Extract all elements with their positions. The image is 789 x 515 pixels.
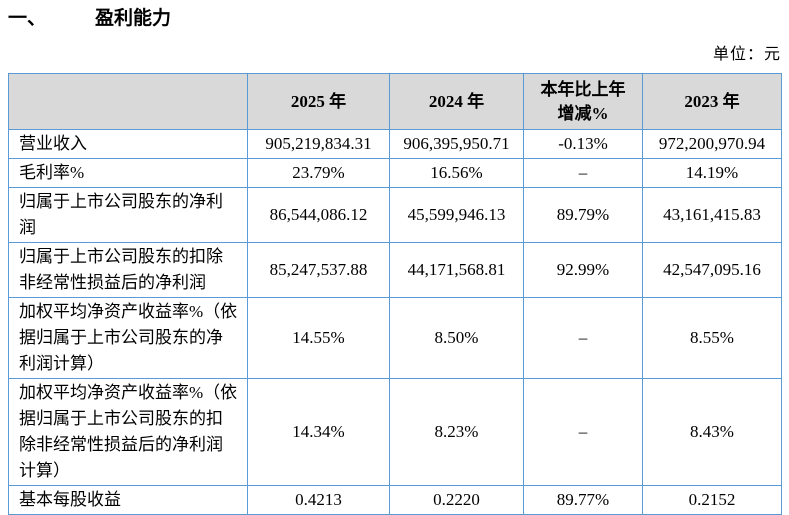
header-2024: 2024 年 (389, 73, 524, 130)
value-2023: 972,200,970.94 (642, 129, 782, 159)
value-2024: 906,395,950.71 (389, 129, 524, 159)
value-2025: 86,544,086.12 (247, 187, 390, 243)
section-number: 一、 (8, 7, 47, 29)
table-row-weighted-avg-roe: 加权平均净资产收益率%（依 据归属于上市公司股东的净 利润计算） 14.55% … (8, 297, 782, 379)
document-page: 一、 盈利能力 单位：元 2025 年 2024 年 本年比上年 增减% 2023… (8, 6, 782, 515)
value-yoy-change: – (523, 297, 643, 379)
row-label: 归属于上市公司股东的扣除 非经常性损益后的净利润 (8, 242, 248, 298)
table-header-row: 2025 年 2024 年 本年比上年 增减% 2023 年 (8, 73, 782, 130)
value-2023: 0.2152 (642, 485, 782, 515)
value-2025: 14.34% (247, 378, 390, 486)
value-yoy-change: 89.77% (523, 485, 643, 515)
row-label: 基本每股收益 (8, 485, 248, 515)
header-yoy-change: 本年比上年 增减% (523, 73, 643, 130)
header-2025: 2025 年 (247, 73, 390, 130)
row-label: 毛利率% (8, 158, 248, 188)
value-2024: 16.56% (389, 158, 524, 188)
value-2025: 23.79% (247, 158, 390, 188)
value-2024: 44,171,568.81 (389, 242, 524, 298)
table-row-gross-margin: 毛利率% 23.79% 16.56% – 14.19% (8, 158, 782, 188)
value-2023: 43,161,415.83 (642, 187, 782, 243)
value-2025: 85,247,537.88 (247, 242, 390, 298)
section-title: 盈利能力 (95, 7, 172, 29)
value-2024: 8.23% (389, 378, 524, 486)
header-2023: 2023 年 (642, 73, 782, 130)
value-2024: 0.2220 (389, 485, 524, 515)
value-2023: 8.55% (642, 297, 782, 379)
row-label: 加权平均净资产收益率%（依 据归属于上市公司股东的净 利润计算） (8, 297, 248, 379)
value-2023: 8.43% (642, 378, 782, 486)
table-row-net-profit-excl-nonrecurring: 归属于上市公司股东的扣除 非经常性损益后的净利润 85,247,537.88 4… (8, 242, 782, 298)
value-2024: 45,599,946.13 (389, 187, 524, 243)
table-row-operating-revenue: 营业收入 905,219,834.31 906,395,950.71 -0.13… (8, 129, 782, 159)
profitability-table: 2025 年 2024 年 本年比上年 增减% 2023 年 营业收入 905,… (8, 73, 782, 515)
value-2024: 8.50% (389, 297, 524, 379)
row-label: 归属于上市公司股东的净利 润 (8, 187, 248, 243)
row-label: 营业收入 (8, 129, 248, 159)
value-2023: 42,547,095.16 (642, 242, 782, 298)
section-heading: 一、 盈利能力 (8, 6, 171, 30)
unit-label: 单位：元 (712, 46, 781, 63)
table-row-net-profit: 归属于上市公司股东的净利 润 86,544,086.12 45,599,946.… (8, 187, 782, 243)
row-label: 加权平均净资产收益率%（依 据归属于上市公司股东的扣 除非经常性损益后的净利润 … (8, 378, 248, 486)
header-metric (8, 73, 248, 130)
value-2023: 14.19% (642, 158, 782, 188)
value-yoy-change: – (523, 378, 643, 486)
value-2025: 905,219,834.31 (247, 129, 390, 159)
value-2025: 14.55% (247, 297, 390, 379)
value-yoy-change: 92.99% (523, 242, 643, 298)
value-yoy-change: 89.79% (523, 187, 643, 243)
value-yoy-change: -0.13% (523, 129, 643, 159)
table-row-weighted-avg-roe-excl-nonrecurring: 加权平均净资产收益率%（依 据归属于上市公司股东的扣 除非经常性损益后的净利润 … (8, 378, 782, 486)
value-2025: 0.4213 (247, 485, 390, 515)
table-row-basic-eps: 基本每股收益 0.4213 0.2220 89.77% 0.2152 (8, 485, 782, 515)
value-yoy-change: – (523, 158, 643, 188)
